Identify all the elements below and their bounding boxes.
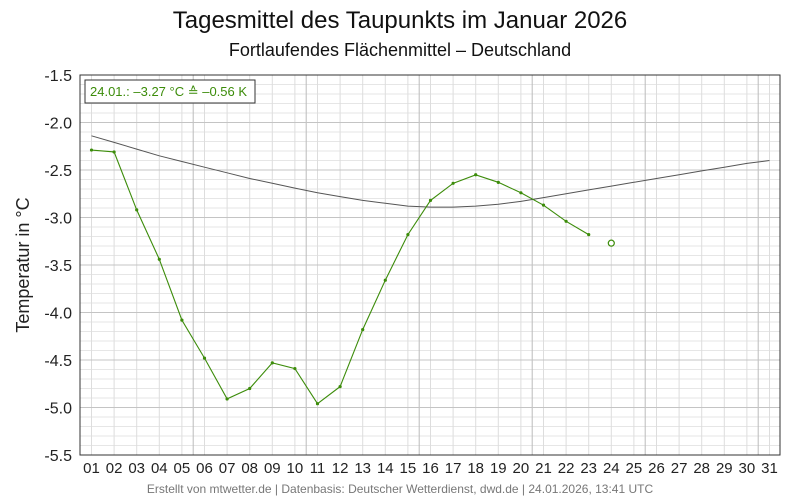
x-tick-label: 03 [128,460,145,477]
daily-mean-point [112,150,116,154]
x-tick-label: 30 [739,460,756,477]
daily-mean-point [361,328,365,332]
y-tick-label: -2.0 [44,116,72,133]
daily-mean-point [315,402,320,406]
x-tick-label: 05 [174,460,191,477]
x-tick-label: 19 [490,460,507,477]
daily-mean-point [406,233,410,237]
daily-mean-point [541,203,546,207]
y-tick-label: -2.5 [44,163,72,180]
current-day-marker [607,239,615,247]
x-tick-label: 08 [241,460,258,477]
daily-mean-point [157,257,161,261]
daily-mean-point [496,180,500,184]
x-tick-label: 27 [671,460,688,477]
daily-mean-point [248,386,252,391]
plot-frame [79,74,781,456]
x-tick-label: 10 [287,460,304,477]
chart-title: Tagesmittel des Taupunkts im Januar 2026 [173,7,628,34]
daily-mean-point [293,366,297,371]
daily-mean-point [180,318,184,322]
x-tick-label: 31 [761,460,778,477]
daily-mean-point [519,191,523,195]
y-tick-label: -1.5 [44,68,72,85]
daily-mean-point [270,361,274,365]
annotation-box: 24.01.: –3.27 °C ≙ –0.56 K [84,79,256,104]
annotation-text: 24.01.: –3.27 °C ≙ –0.56 K [90,84,247,99]
minor-grid [80,75,780,455]
annotation-frame [84,79,256,104]
daily-mean-point [587,233,591,237]
x-tick-label: 12 [332,460,349,477]
reference-curve-line [91,135,770,208]
x-tick-label: 23 [580,460,597,477]
x-tick-label: 01 [83,460,100,477]
y-tick-label: -4.0 [44,306,72,323]
daily-mean-point [428,198,433,202]
x-tick-label: 20 [513,460,530,477]
footer-credit: Erstellt von mtwetter.de | Datenbasis: D… [147,482,654,496]
daily-mean-point [338,385,342,389]
x-axis: 01 02 03 04 05 06 07 08 09 10 11 12 13 14 15 16 17 18 19 20… [83,460,778,477]
x-tick-label: 24 [603,460,620,477]
daily-mean-point [564,219,568,223]
x-tick-label: 07 [219,460,236,477]
x-tick-label: 16 [422,460,439,477]
x-tick-label: 21 [535,460,552,477]
x-tick-label: 18 [467,460,484,477]
series-layer [89,135,770,406]
x-tick-label: 26 [648,460,665,477]
y-tick-label: -4.5 [44,353,72,370]
y-tick-label: -5.0 [44,401,72,418]
x-tick-label: 15 [400,460,417,477]
y-axis-label: Temperatur in °C [13,197,33,332]
daily-mean-point [202,356,207,360]
x-tick-label: 17 [445,460,462,477]
x-tick-label: 14 [377,460,394,477]
daily-mean-point [225,397,229,401]
chart-subtitle: Fortlaufendes Flächenmittel – Deutschlan… [229,40,571,60]
y-tick-label: -5.5 [44,448,72,465]
daily-mean-point [89,148,94,152]
x-tick-label: 28 [693,460,710,477]
y-tick-label: -3.0 [44,211,72,228]
x-tick-label: 06 [196,460,213,477]
x-tick-label: 04 [151,460,168,477]
x-tick-label: 02 [106,460,123,477]
daily-mean-point [474,173,478,177]
x-tick-label: 29 [716,460,733,477]
x-tick-label: 13 [354,460,371,477]
x-tick-label: 11 [310,460,326,477]
daily-mean-point [135,208,139,212]
x-tick-label: 09 [264,460,281,477]
daily-mean-point [383,278,387,282]
y-axis: -1.5 -2.0 -2.5 -3.0 -3.5 -4.0 -4.5 -5.0 -5.5 [44,68,72,465]
y-tick-label: -3.5 [44,258,72,275]
x-tick-label: 22 [558,460,575,477]
daily-mean-point [451,181,455,185]
x-tick-label: 25 [626,460,643,477]
